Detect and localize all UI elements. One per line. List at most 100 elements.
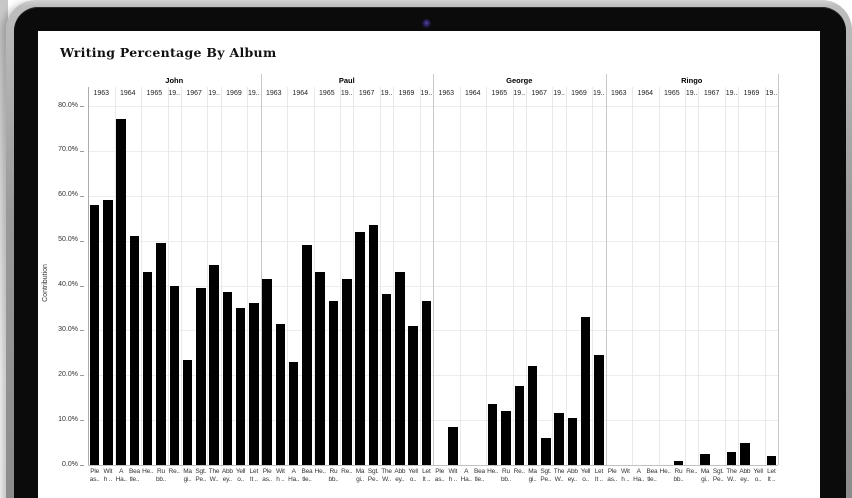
bar-john-8[interactable] xyxy=(196,287,206,465)
bar-george-8[interactable] xyxy=(541,438,551,465)
bar-john-2[interactable] xyxy=(116,119,126,465)
bar-paul-4[interactable] xyxy=(315,272,325,465)
y-tick-label: 70.0% xyxy=(58,146,78,154)
album-label: A Ha.. xyxy=(460,468,472,483)
bar-paul-9[interactable] xyxy=(381,294,392,465)
album-label: Re.. xyxy=(341,468,353,475)
year-label: 19.. xyxy=(725,90,738,97)
album-label: Wit h .. xyxy=(275,468,285,483)
bar-paul-11[interactable] xyxy=(408,325,418,465)
bar-ringo-9[interactable] xyxy=(726,451,737,465)
year-separator xyxy=(419,87,421,465)
album-label: Let It .. xyxy=(594,468,604,483)
year-label: 1969 xyxy=(226,90,242,97)
bar-ringo-7[interactable] xyxy=(700,453,710,465)
bar-george-6[interactable] xyxy=(514,386,524,465)
bar-george-9[interactable] xyxy=(554,413,564,465)
album-label: Ple as.. xyxy=(434,468,445,483)
bar-paul-3[interactable] xyxy=(302,245,312,465)
bar-paul-8[interactable] xyxy=(368,224,379,465)
bar-john-1[interactable] xyxy=(103,200,113,465)
bar-john-10[interactable] xyxy=(222,292,233,465)
year-label: 19.. xyxy=(208,90,220,97)
year-label: 19.. xyxy=(420,90,433,97)
bar-john-4[interactable] xyxy=(142,272,153,465)
y-tick-label: 30.0% xyxy=(58,325,78,333)
bar-george-11[interactable] xyxy=(580,316,591,465)
year-separator xyxy=(393,87,395,465)
x-axis-album-labels: Ple as.. Wit h .. A Ha.. Bea tle.. He.. Ru bb… xyxy=(88,468,778,492)
bar-paul-6[interactable] xyxy=(342,278,352,465)
year-separator xyxy=(724,87,726,465)
album-label: Sgt. Pe.. xyxy=(367,468,379,483)
album-label: The W.. xyxy=(726,468,737,483)
album-label: Wit h .. xyxy=(448,468,458,483)
bar-george-1[interactable] xyxy=(448,426,458,465)
laptop-bezel: Writing Percentage By Album Contribution… xyxy=(14,7,846,498)
year-separator xyxy=(167,87,169,465)
bar-george-5[interactable] xyxy=(501,411,511,465)
bar-ringo-10[interactable] xyxy=(740,442,750,465)
y-tick-label: 40.0% xyxy=(58,281,78,288)
bar-paul-7[interactable] xyxy=(355,231,365,465)
year-separator xyxy=(340,87,342,465)
bar-john-7[interactable] xyxy=(182,359,193,465)
year-label: 1964 xyxy=(292,90,309,97)
bar-george-7[interactable] xyxy=(527,366,538,465)
y-axis-ticks: 0.0% 10.0% 20.0% 30.0% 40.0% 50.0% 60.0% 70.0% 8… xyxy=(38,74,84,468)
year-label: 1967 xyxy=(531,90,547,97)
album-label: Sgt. Pe.. xyxy=(540,468,552,483)
album-label: Sgt. Pe.. xyxy=(712,468,724,483)
album-label: Abb ey.. xyxy=(394,468,406,483)
year-label: 1967 xyxy=(703,90,720,97)
album-label: He.. xyxy=(487,468,499,475)
year-separator xyxy=(459,87,461,465)
album-label: Abb ey.. xyxy=(566,468,578,483)
year-separator xyxy=(658,87,660,465)
bar-john-0[interactable] xyxy=(89,204,100,465)
bar-john-3[interactable] xyxy=(129,236,140,465)
year-separator xyxy=(287,87,289,465)
y-tick-mark xyxy=(80,240,84,242)
bar-john-6[interactable] xyxy=(169,285,179,465)
year-label: 1967 xyxy=(186,90,202,97)
bar-paul-12[interactable] xyxy=(421,301,432,465)
album-label: Yell o.. xyxy=(235,468,246,483)
year-label: 19.. xyxy=(593,90,605,97)
panel-border xyxy=(260,74,262,465)
bar-ringo-12[interactable] xyxy=(766,456,777,465)
album-label: Ma gi.. xyxy=(355,468,365,483)
album-label: Let It .. xyxy=(767,468,776,483)
bar-ringo-5[interactable] xyxy=(673,460,684,465)
bar-paul-10[interactable] xyxy=(395,272,405,465)
bar-john-9[interactable] xyxy=(209,265,219,465)
album-label: Ru bb.. xyxy=(155,468,166,483)
y-tick-mark xyxy=(80,285,84,287)
album-label: Abb ey.. xyxy=(739,468,751,483)
year-label: 19.. xyxy=(513,90,526,97)
album-label: Wit h .. xyxy=(620,468,630,483)
bar-john-12[interactable] xyxy=(249,303,259,465)
year-separator xyxy=(220,87,222,465)
bar-paul-0[interactable] xyxy=(262,278,272,465)
year-separator xyxy=(565,87,567,465)
year-separator xyxy=(592,87,594,465)
bar-george-4[interactable] xyxy=(487,404,498,465)
year-label: 19.. xyxy=(553,90,565,97)
year-separator xyxy=(379,87,381,465)
bar-george-12[interactable] xyxy=(594,355,604,465)
album-label: Ma gi.. xyxy=(183,468,192,483)
album-label: Ru bb.. xyxy=(673,468,684,483)
y-tick-mark xyxy=(80,106,84,107)
panel-border xyxy=(433,74,434,465)
bar-paul-5[interactable] xyxy=(328,301,339,465)
bar-john-11[interactable] xyxy=(235,307,246,465)
bar-paul-2[interactable] xyxy=(288,361,299,465)
webcam-icon xyxy=(422,19,431,28)
year-label: 1963 xyxy=(610,90,627,97)
bar-paul-1[interactable] xyxy=(275,323,286,465)
bar-george-10[interactable] xyxy=(567,417,578,465)
panel-border xyxy=(605,74,607,465)
album-label: He.. xyxy=(142,468,154,475)
bar-john-5[interactable] xyxy=(156,242,166,465)
